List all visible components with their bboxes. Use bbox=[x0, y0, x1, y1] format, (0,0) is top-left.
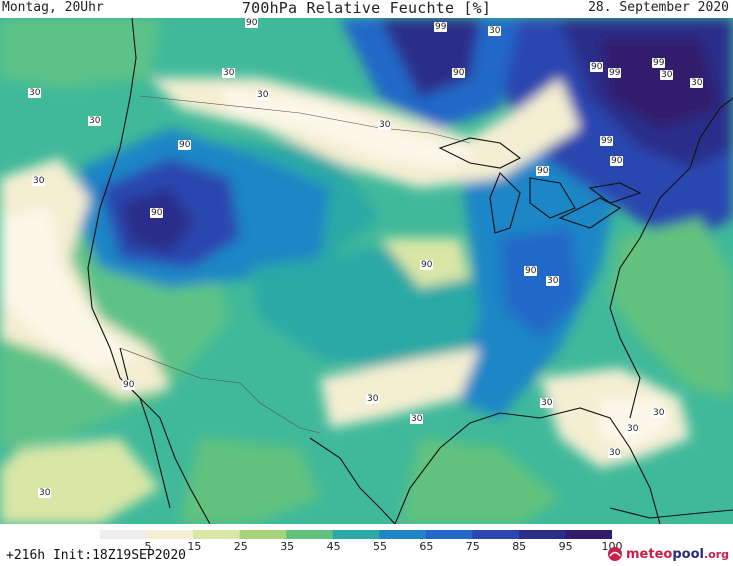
logo-text: meteopool.org bbox=[626, 547, 729, 562]
legend-swatch bbox=[193, 530, 241, 539]
humidity-field bbox=[0, 18, 733, 524]
contour-label: 30 bbox=[38, 488, 52, 498]
legend-swatch bbox=[425, 530, 473, 539]
contour-label: 90 bbox=[420, 260, 434, 270]
legend-tick-label: 95 bbox=[558, 540, 573, 553]
contour-label: 99 bbox=[608, 68, 622, 78]
contour-label: 30 bbox=[690, 78, 704, 88]
contour-label: 99 bbox=[600, 136, 614, 146]
contour-label: 30 bbox=[410, 414, 424, 424]
contour-label: 99 bbox=[434, 22, 448, 32]
legend-swatch bbox=[239, 530, 287, 539]
run-info: +216h Init:18Z19SEP2020 bbox=[6, 548, 187, 563]
contour-label: 30 bbox=[488, 26, 502, 36]
legend-swatch bbox=[472, 530, 520, 539]
logo-text-bold: pool bbox=[672, 546, 704, 562]
contour-label: 30 bbox=[540, 398, 554, 408]
contour-label: 30 bbox=[378, 120, 392, 130]
contour-label: 30 bbox=[88, 116, 102, 126]
logo-text-main: meteo bbox=[626, 546, 673, 562]
legend-tick-label: 5 bbox=[144, 540, 152, 553]
logo-text-suffix: .org bbox=[703, 547, 729, 561]
contour-label: 30 bbox=[32, 176, 46, 186]
legend-swatch bbox=[565, 530, 612, 539]
contour-label: 90 bbox=[178, 140, 192, 150]
legend-swatch bbox=[332, 530, 380, 539]
contour-label: 30 bbox=[256, 90, 270, 100]
legend-tick-label: 35 bbox=[280, 540, 295, 553]
contour-label: 30 bbox=[660, 70, 674, 80]
contour-label: 90 bbox=[536, 166, 550, 176]
contour-label: 30 bbox=[652, 408, 666, 418]
contour-label: 99 bbox=[652, 58, 666, 68]
legend-tick-label: 85 bbox=[512, 540, 527, 553]
legend-tick-label: 75 bbox=[465, 540, 480, 553]
contour-label: 30 bbox=[546, 276, 560, 286]
contour-label: 90 bbox=[590, 62, 604, 72]
valid-day-label: Montag, 20Uhr bbox=[2, 0, 104, 15]
contour-label: 30 bbox=[626, 424, 640, 434]
legend-swatch bbox=[286, 530, 334, 539]
map-canvas bbox=[0, 18, 733, 524]
map-title: 700hPa Relative Feuchte [%] bbox=[241, 0, 492, 17]
contour-label: 90 bbox=[524, 266, 538, 276]
legend-tick-label: 25 bbox=[233, 540, 248, 553]
color-legend: 5 15 25 35 45 55 65 75 85 95 100 +216h Init:18Z19S… bbox=[0, 526, 733, 566]
legend-tick-label: 55 bbox=[373, 540, 387, 553]
contour-label: 90 bbox=[610, 156, 624, 166]
contour-label: 30 bbox=[366, 394, 380, 404]
legend-swatch bbox=[146, 530, 194, 539]
legend-swatch bbox=[518, 530, 566, 539]
contour-label: 90 bbox=[452, 68, 466, 78]
valid-date-label: 28. September 2020 bbox=[588, 0, 729, 15]
contour-label: 30 bbox=[222, 68, 236, 78]
legend-swatch bbox=[100, 530, 148, 539]
meteopool-logo: meteopool.org bbox=[607, 546, 729, 562]
contour-label: 90 bbox=[245, 18, 259, 28]
logo-mark-icon bbox=[608, 547, 622, 561]
legend-tick-label: 45 bbox=[326, 540, 341, 553]
contour-label: 90 bbox=[150, 208, 164, 218]
contour-label: 90 bbox=[122, 380, 136, 390]
legend-colorbar bbox=[100, 530, 612, 539]
contour-label: 30 bbox=[28, 88, 42, 98]
legend-tick-label: 65 bbox=[419, 540, 434, 553]
humidity-map: 90 99 30 90 30 90 99 99 30 30 30 30 90 99 90 90 30 90 90 30… bbox=[0, 18, 733, 524]
legend-tick-label: 15 bbox=[187, 540, 202, 553]
contour-label: 30 bbox=[608, 448, 622, 458]
legend-swatch bbox=[379, 530, 427, 539]
